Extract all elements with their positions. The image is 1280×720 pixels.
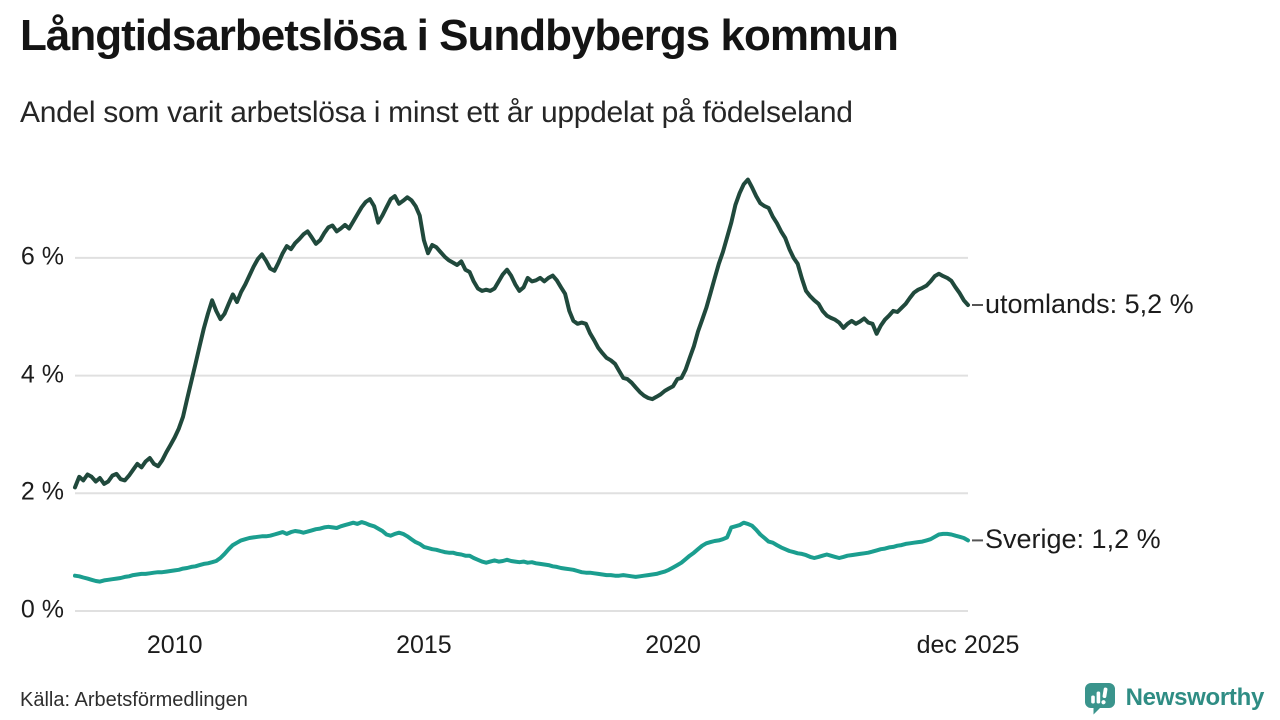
source-caption: Källa: Arbetsförmedlingen: [20, 689, 248, 711]
x-axis-tick-dec-2025: dec 2025: [916, 631, 1020, 659]
series-label-sverige: Sverige: 1,2 %: [985, 524, 1161, 555]
x-axis-tick-2015: 2015: [396, 631, 452, 659]
y-axis-tick-2: 2 %: [20, 477, 64, 506]
x-axis-tick-2010: 2010: [146, 631, 203, 659]
newsworthy-logo-text: Newsworthy: [1125, 684, 1265, 711]
series-label-utomlands: utomlands: 5,2 %: [985, 288, 1194, 319]
x-axis-tick-2020: 2020: [645, 631, 701, 659]
newsworthy-logo[interactable]: Newsworthy: [1083, 681, 1264, 715]
page-subtitle: Andel som varit arbetslösa i minst ett å…: [20, 96, 853, 129]
y-axis-tick-6: 6 %: [20, 242, 64, 271]
y-axis-tick-4: 4 %: [20, 359, 64, 388]
page-title: Långtidsarbetslösa i Sundbybergs kommun: [20, 11, 899, 60]
y-axis-tick-0: 0 %: [20, 595, 64, 624]
newsworthy-chart-bubble-icon: [1083, 681, 1117, 715]
